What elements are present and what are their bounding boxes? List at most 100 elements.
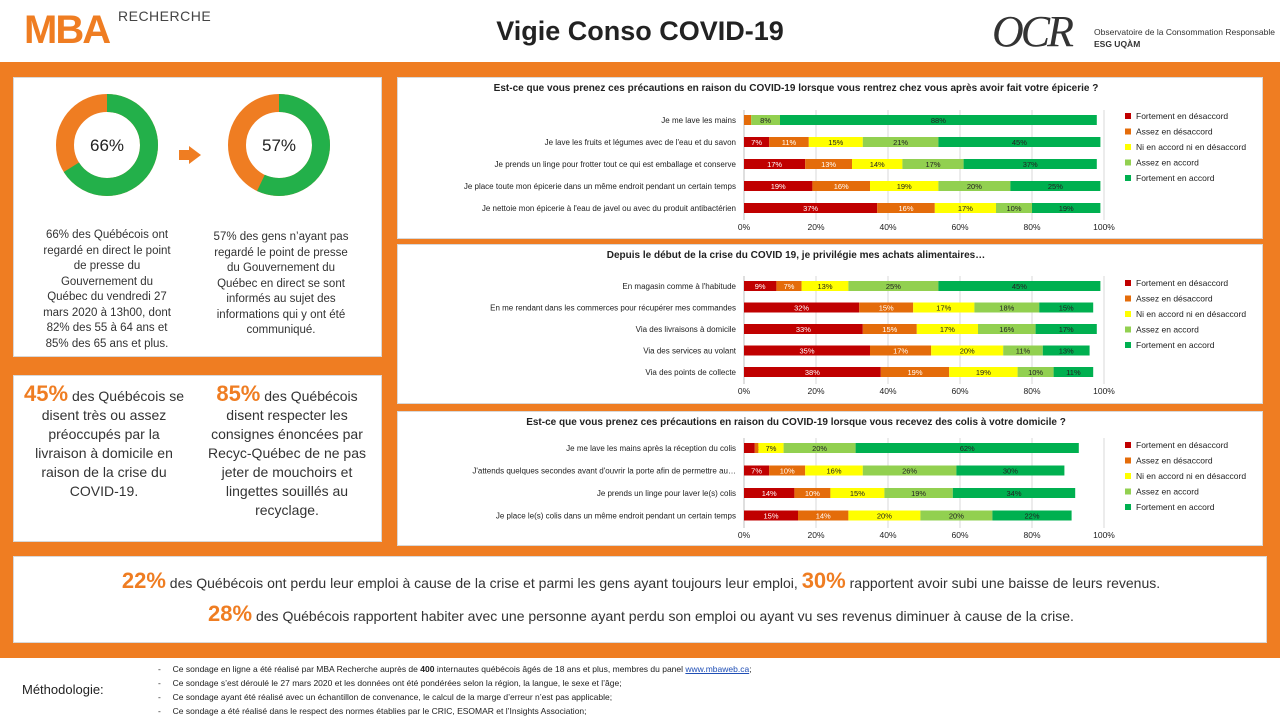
category-label: Via des services au volant	[643, 347, 737, 356]
bar-segment	[877, 203, 935, 213]
income-drop-text: rapportent avoir subi une baisse de leur…	[849, 575, 1161, 591]
x-tick-label: 100%	[1093, 222, 1115, 232]
data-label: 11%	[1016, 347, 1031, 356]
data-label: 11%	[782, 138, 797, 147]
mba-logo: MBA	[24, 8, 111, 52]
data-label: 14%	[816, 512, 831, 521]
legend-swatch	[1125, 457, 1131, 464]
bar-segment	[859, 302, 914, 313]
bar-segment	[916, 324, 978, 334]
donut-center-label: 66%	[90, 136, 124, 155]
legend-swatch	[1125, 488, 1131, 495]
stat-delivery-pct: 45%	[24, 381, 69, 406]
bar-segment	[751, 115, 780, 125]
chart-title: Est-ce que vous prenez ces précautions e…	[494, 83, 1099, 94]
data-label: 17%	[940, 325, 955, 334]
bar-segment	[880, 367, 950, 377]
legend-swatch	[1125, 295, 1131, 302]
arrow-icon-stem	[179, 150, 190, 160]
chart-achats-alimentaires: Depuis le début de la crise du COVID 19,…	[490, 250, 1246, 396]
data-label: 14%	[870, 160, 885, 169]
data-label: 25%	[1048, 182, 1063, 191]
x-tick-label: 40%	[879, 530, 896, 540]
legend-swatch	[1125, 326, 1131, 333]
category-label: Je prends un linge pour frotter tout ce …	[495, 160, 737, 169]
bar-segment	[744, 324, 863, 334]
data-label: 35%	[799, 347, 814, 356]
x-tick-label: 80%	[1023, 530, 1040, 540]
data-label: 16%	[826, 467, 841, 476]
x-tick-label: 40%	[879, 386, 896, 396]
legend-label: Fortement en accord	[1136, 340, 1215, 350]
methodology-footer: Méthodologie: - Ce sondage en ligne a ét…	[0, 658, 1280, 720]
chart-title: Est-ce que vous prenez ces précautions e…	[526, 417, 1066, 428]
legend-swatch	[1125, 144, 1131, 150]
data-label: 30%	[1003, 467, 1018, 476]
bar-segment	[744, 302, 860, 313]
legend-label: Assez en désaccord	[1136, 294, 1213, 304]
job-loss-text: des Québécois ont perdu leur emploi à ca…	[169, 575, 798, 591]
bar-segment	[744, 367, 881, 377]
legend-label: Assez en accord	[1136, 325, 1199, 335]
stat-delivery-concern: 45% des Québécois se disent très ou asse…	[24, 381, 184, 501]
bar-segment	[744, 281, 777, 291]
category-label: Je place toute mon épicerie dans un même…	[464, 182, 736, 191]
legend-swatch	[1125, 473, 1131, 479]
data-label: 88%	[931, 116, 946, 125]
data-label: 16%	[999, 325, 1014, 334]
bar-segment	[744, 181, 813, 191]
chart-panel-achats: Depuis le début de la crise du COVID 19,…	[397, 244, 1263, 404]
legend-label: Fortement en accord	[1136, 173, 1215, 183]
stat-recyc-quebec: 85% des Québécois disent respecter les c…	[204, 383, 370, 520]
methodology-line-2: - Ce sondage s’est déroulé le 27 mars 20…	[158, 678, 622, 688]
bar-segment	[801, 281, 849, 291]
legend-swatch	[1125, 128, 1131, 135]
legend-label: Ni en accord ni en désaccord	[1136, 309, 1246, 319]
data-label: 15%	[1059, 304, 1074, 313]
legend-swatch	[1125, 175, 1131, 181]
x-tick-label: 0%	[738, 222, 751, 232]
data-label: 19%	[907, 368, 922, 377]
bar-segment	[1053, 367, 1094, 377]
data-label: 20%	[877, 512, 892, 521]
bar-segment	[812, 181, 870, 191]
bar-segment	[848, 281, 939, 291]
x-tick-label: 20%	[807, 530, 824, 540]
bar-segment	[798, 510, 849, 521]
mbaweb-link[interactable]: www.mbaweb.ca	[685, 664, 750, 674]
bar-segment	[931, 345, 1004, 356]
data-label: 17%	[936, 304, 951, 313]
category-label: Je prends un linge pour laver le(s) coli…	[597, 489, 736, 498]
bar-segment	[913, 302, 975, 313]
data-label: 7%	[751, 138, 762, 147]
bar-segment	[769, 137, 809, 147]
bar-segment	[1003, 345, 1043, 356]
legend-label: Fortement en désaccord	[1136, 440, 1228, 450]
legend-swatch	[1125, 311, 1131, 317]
legend-label: Fortement en désaccord	[1136, 111, 1228, 121]
data-label: 15%	[828, 138, 843, 147]
donut-caption-2: 57% des gens n’ayant pas regardé le poin…	[213, 231, 349, 336]
donut-chart-2: 57%	[228, 94, 330, 196]
methodology-sample-size: 400	[420, 664, 435, 674]
bar-segment	[992, 510, 1072, 521]
bar-segment	[852, 159, 903, 169]
category-label: En me rendant dans les commerces pour ré…	[490, 304, 736, 313]
data-label: 15%	[879, 304, 894, 313]
legend-label: Fortement en accord	[1136, 502, 1215, 512]
bar-segment	[808, 137, 863, 147]
data-label: 11%	[1066, 368, 1081, 377]
bar-segment	[1017, 367, 1054, 377]
legend-swatch	[1125, 113, 1131, 119]
x-tick-label: 20%	[807, 386, 824, 396]
household-pct: 28%	[208, 601, 253, 626]
category-label: Je me lave les mains après la réception …	[566, 444, 736, 453]
x-tick-label: 0%	[738, 386, 751, 396]
bar-segment	[744, 488, 795, 498]
data-label: 10%	[780, 467, 795, 476]
mba-logo-subtitle: RECHERCHE	[118, 8, 212, 24]
legend-label: Assez en désaccord	[1136, 456, 1213, 466]
data-label: 38%	[805, 368, 820, 377]
chart-title: Depuis le début de la crise du COVID 19,…	[607, 250, 985, 261]
data-label: 26%	[902, 467, 917, 476]
